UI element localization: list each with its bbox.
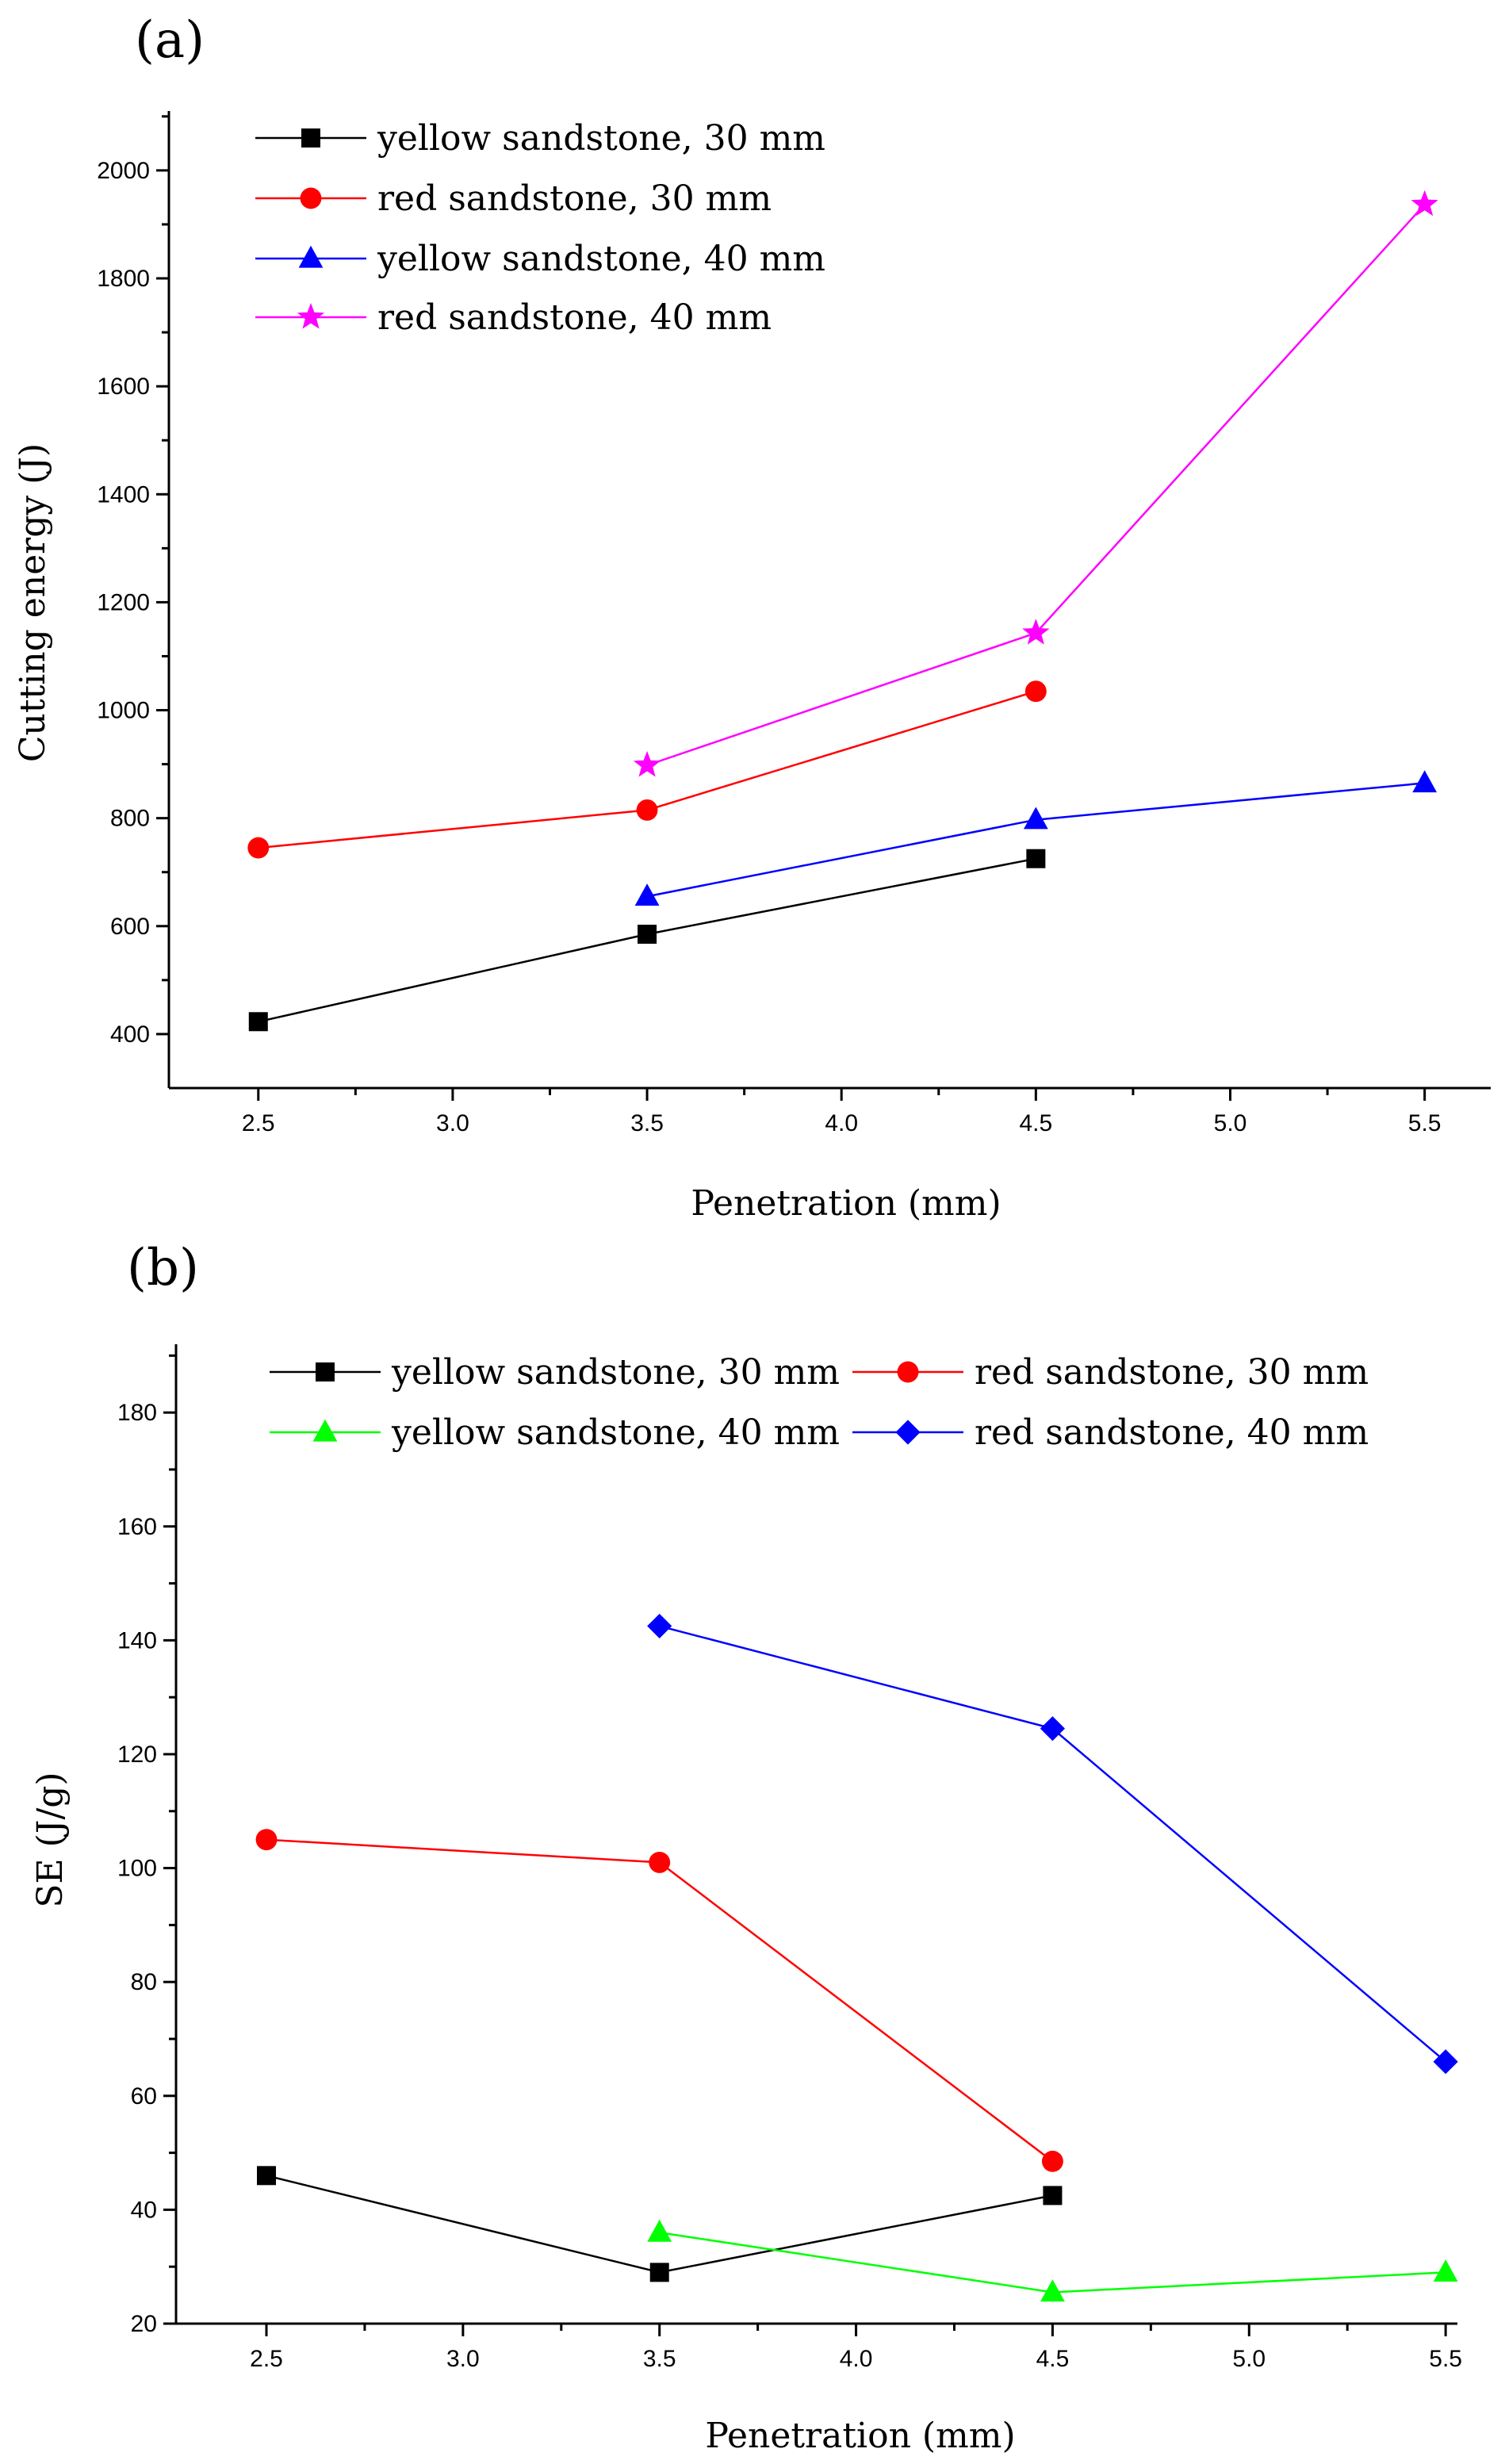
data-point-1-3 (1043, 2186, 1063, 2205)
legend-marker-4 (895, 1420, 921, 1445)
panel-b-series-lines (266, 1625, 1446, 2293)
data-point-1-2 (638, 925, 657, 945)
y-tick-label: 20 (131, 2311, 157, 2337)
panel-b-x-label: Penetration (mm) (705, 2416, 1015, 2456)
y-tick-label: 1000 (97, 698, 150, 724)
data-point-3-3 (1412, 770, 1438, 793)
panel-b-title: (b) (127, 1239, 199, 1297)
data-point-2-2 (649, 1851, 671, 1873)
y-tick-label: 80 (131, 1969, 157, 1995)
legend-label-3: yellow sandstone, 40 mm (377, 239, 825, 279)
y-tick-label: 180 (117, 1400, 157, 1426)
y-tick-label: 1400 (97, 481, 150, 508)
x-tick-label: 5.0 (1214, 1110, 1247, 1136)
panel-a-ticks: 2.5 3.0 3.5 4.0 4.5 5.0 5.5 400 600 800 1000 1200 14… (97, 115, 1442, 1136)
series-line-4 (659, 1625, 1446, 2063)
legend-marker-3 (298, 245, 324, 268)
data-point-4-1 (633, 751, 661, 777)
panel-b-legend: yellow sandstone, 30 mm red sandstone, 30… (270, 1352, 1369, 1453)
series-line-3 (646, 782, 1425, 898)
data-point-3-1 (647, 2219, 672, 2242)
x-tick-label: 3.0 (436, 1110, 469, 1136)
data-point-2-2 (636, 799, 658, 821)
x-tick-label: 3.5 (643, 2346, 676, 2372)
panel-b-markers (255, 1613, 1458, 2302)
x-tick-label: 5.0 (1232, 2346, 1266, 2372)
data-point-2-3 (1024, 680, 1047, 703)
y-tick-label: 60 (131, 2083, 157, 2110)
data-point-4-3 (1411, 190, 1438, 217)
x-tick-label: 2.5 (242, 1110, 275, 1136)
legend-marker-4 (297, 303, 325, 329)
data-point-3-2 (1023, 807, 1048, 830)
data-point-1-3 (1026, 849, 1046, 868)
x-tick-label: 3.5 (630, 1110, 664, 1136)
y-tick-label: 140 (117, 1627, 157, 1654)
data-point-1-2 (649, 2263, 669, 2282)
y-tick-label: 1600 (97, 374, 150, 400)
data-point-2-1 (247, 837, 270, 859)
data-point-3-3 (1433, 2259, 1458, 2282)
y-tick-label: 160 (117, 1514, 157, 1540)
panel-a-x-label: Penetration (mm) (691, 1183, 1001, 1224)
y-tick-label: 40 (131, 2197, 157, 2223)
data-point-2-3 (1041, 2150, 1063, 2172)
legend-marker-2 (897, 1361, 919, 1383)
panel-a-markers (247, 190, 1438, 1032)
legend-label-3: yellow sandstone, 40 mm (391, 1412, 840, 1453)
x-tick-label: 5.5 (1408, 1110, 1442, 1136)
data-point-3-1 (634, 883, 660, 906)
y-tick-label: 400 (110, 1021, 150, 1048)
x-tick-label: 5.5 (1429, 2346, 1462, 2372)
data-point-4-2 (1040, 1716, 1066, 1742)
legend-label-1: yellow sandstone, 30 mm (377, 118, 825, 159)
x-tick-label: 4.0 (840, 2346, 873, 2372)
data-point-2-1 (255, 1829, 278, 1851)
x-tick-label: 4.5 (1019, 1110, 1052, 1136)
legend-label-4: red sandstone, 40 mm (975, 1412, 1369, 1453)
legend-marker-1 (316, 1362, 335, 1381)
x-tick-label: 3.0 (446, 2346, 480, 2372)
series-line-2 (266, 1838, 1054, 2163)
legend-marker-3 (312, 1419, 338, 1442)
panel-b: (b) 2.5 3.0 3.5 4.0 4.5 5.0 5.5 20 40 60 80 100 120 1… (30, 1239, 1462, 2456)
y-tick-label: 1800 (97, 266, 150, 292)
legend-label-2: red sandstone, 30 mm (975, 1352, 1369, 1393)
data-point-4-2 (1022, 619, 1050, 645)
data-point-3-2 (1040, 2279, 1065, 2302)
panel-a: (a) 2.5 3.0 3.5 4.0 4.5 5.0 5.5 400 600 800 1000 12… (13, 11, 1491, 1224)
legend-label-2: red sandstone, 30 mm (377, 178, 772, 219)
panel-a-title: (a) (135, 11, 205, 70)
y-tick-label: 2000 (97, 158, 150, 184)
panel-b-axes (174, 1344, 1457, 2325)
x-tick-label: 2.5 (250, 2346, 283, 2372)
y-tick-label: 120 (117, 1742, 157, 1768)
legend-label-1: yellow sandstone, 30 mm (391, 1352, 840, 1393)
panel-a-y-label: Cutting energy (J) (13, 443, 53, 762)
data-point-4-1 (647, 1613, 672, 1639)
y-tick-label: 100 (117, 1856, 157, 1882)
x-tick-label: 4.5 (1036, 2346, 1070, 2372)
legend-marker-2 (300, 187, 322, 209)
legend-marker-1 (301, 128, 320, 148)
y-tick-label: 1200 (97, 589, 150, 615)
panel-b-y-label: SE (J/g) (30, 1772, 71, 1907)
panel-a-legend: yellow sandstone, 30 mm red sandstone, 30… (255, 118, 825, 338)
legend-label-4: red sandstone, 40 mm (377, 297, 772, 338)
y-tick-label: 800 (110, 806, 150, 832)
x-tick-label: 4.0 (825, 1110, 858, 1136)
panel-b-ticks: 2.5 3.0 3.5 4.0 4.5 5.0 5.5 20 40 60 80 100 120 140 16… (117, 1354, 1462, 2372)
data-point-1-1 (248, 1012, 268, 1032)
y-tick-label: 600 (110, 914, 150, 940)
data-point-4-3 (1433, 2049, 1458, 2075)
panel-a-axes (167, 111, 1491, 1090)
data-point-1-1 (257, 2166, 277, 2186)
